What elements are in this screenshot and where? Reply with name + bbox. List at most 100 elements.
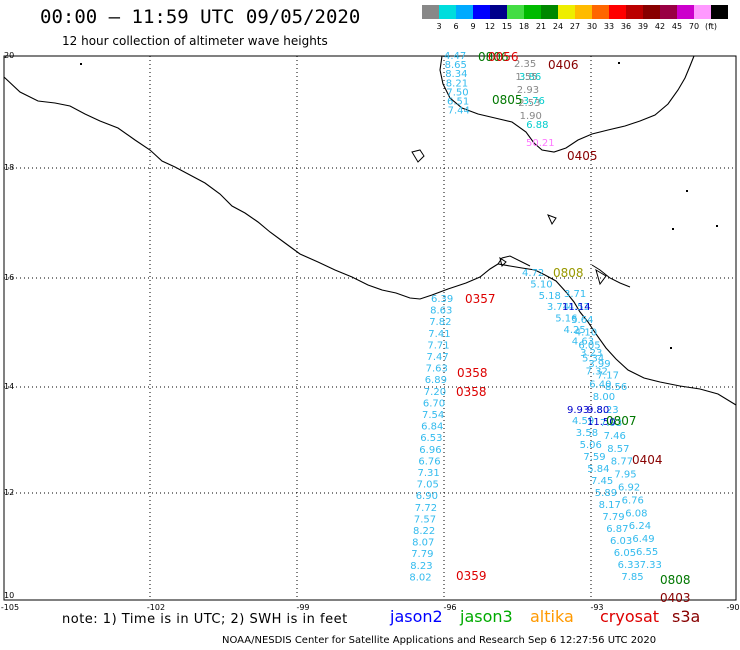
island	[547, 214, 557, 226]
map-subtitle: 12 hour collection of altimeter wave hei…	[62, 34, 328, 48]
wave-height-value: 6.24	[629, 521, 651, 532]
axis-labels: 20 18 16 14 12 10 -105 -102 -99 -96 -93 -90	[1, 51, 740, 612]
legend-altika: altika	[530, 607, 574, 626]
wave-height-value: 6.33	[618, 560, 640, 571]
wave-height-value: 5.84	[587, 464, 609, 475]
wave-height-value: 7.44	[448, 106, 470, 117]
colorbar-tick-label: 9	[470, 22, 476, 31]
colorbar-swatch	[677, 5, 694, 19]
colorbar-tick-label: 30	[586, 22, 598, 31]
lon-label: -96	[443, 603, 456, 612]
lat-label: 20	[4, 51, 14, 60]
speck	[670, 347, 672, 349]
speck	[80, 63, 82, 65]
wave-height-value: 7.93	[600, 418, 622, 429]
lat-label: 16	[4, 273, 14, 282]
colorbar-tick-label: 36	[620, 22, 632, 31]
wave-height-value: 5.64	[571, 315, 593, 326]
wave-height-value: 6.05	[614, 548, 636, 559]
wave-height-value: 8.23	[596, 405, 618, 416]
wave-height-value: 8.57	[607, 444, 629, 455]
wave-height-value: 3.74	[547, 302, 569, 313]
wave-height-value: 5.18	[539, 291, 561, 302]
legend-s3a: s3a	[672, 607, 701, 626]
wave-height-value: 8.07	[412, 538, 434, 549]
wave-height-value: 4.10	[575, 328, 597, 339]
wave-height-value: 4.25	[564, 325, 586, 336]
wave-height-value: 6.05	[578, 341, 600, 352]
colorbar-tick-label: 39	[637, 22, 649, 31]
colorbar-swatch	[490, 5, 507, 19]
colorbar-swatch	[507, 5, 524, 19]
wave-height-value: 8.65	[445, 60, 467, 71]
pass-time-label: 0359	[456, 569, 487, 583]
colorbar-swatch	[660, 5, 677, 19]
island	[411, 149, 425, 163]
wave-height-value: 6.40	[589, 379, 611, 390]
wave-height-value: 4.63	[572, 336, 594, 347]
pass-time-label: 0403	[660, 591, 691, 605]
wave-height-value: 7.50	[446, 87, 468, 98]
wave-height-value: 4.47	[444, 51, 466, 62]
pass-time-label: 0808	[553, 266, 584, 280]
wave-height-value: 7.31	[418, 468, 440, 479]
wave-height-value: 7.79	[411, 549, 433, 560]
wave-height-value: 6.08	[625, 508, 647, 519]
colorbar-swatch	[456, 5, 473, 19]
colorbar-tick-label: 70	[688, 22, 700, 31]
wave-height-value: 3.23	[580, 348, 602, 359]
wave-height-value: 6.87	[606, 524, 628, 535]
wave-height-value: 8.02	[409, 572, 431, 583]
islands	[411, 149, 607, 286]
colorbar-tick-label: 42	[654, 22, 666, 31]
colorbar-tick-label: 21	[535, 22, 547, 31]
colorbar-tick-label: 33	[603, 22, 615, 31]
colorbar-swatch	[558, 5, 575, 19]
lat-label: 12	[4, 488, 14, 497]
pass-time-label: 0807	[606, 414, 637, 428]
wave-height-value: 7.59	[583, 452, 605, 463]
colorbar-swatch	[422, 5, 439, 19]
wave-height-value: 9.80	[587, 405, 609, 416]
map-title: 00:00 – 11:59 UTC 09/05/2020	[40, 6, 361, 28]
footer-credit: NOAA/NESDIS Center for Satellite Applica…	[222, 635, 657, 646]
map-frame	[3, 55, 737, 601]
wave-height-value: 6.96	[419, 445, 441, 456]
colorbar-tick-label: (ft)	[704, 22, 718, 31]
wave-height-value: 7.17	[597, 371, 619, 382]
coastline-gulf	[439, 55, 695, 153]
wave-height-value: 7.32	[586, 366, 608, 377]
wave-height-colorbar	[422, 5, 728, 19]
pass-time-label: 0056	[488, 50, 519, 64]
lat-label: 10	[4, 591, 14, 600]
wave-height-value: 6.70	[423, 398, 445, 409]
wave-height-value: 5.34	[582, 354, 604, 365]
colorbar-swatch	[694, 5, 711, 19]
wave-height-value: 6.76	[418, 456, 440, 467]
pass-time-label: 0406	[548, 58, 579, 72]
wave-height-value: 11.14	[562, 302, 591, 313]
legend-jason3: jason3	[460, 607, 513, 626]
lon-label: -99	[296, 603, 309, 612]
colorbar-tick-label: 24	[552, 22, 564, 31]
speck	[618, 62, 620, 64]
speck	[716, 225, 718, 227]
colorbar-tick-label: 27	[569, 22, 581, 31]
speck	[672, 228, 674, 230]
wave-height-value: 6.49	[632, 534, 654, 545]
wave-height-value: 6.92	[618, 483, 640, 494]
wave-height-value: 5.10	[530, 279, 552, 290]
colorbar-swatch	[473, 5, 490, 19]
colorbar-tick-label: 6	[453, 22, 459, 31]
wave-height-value: 6.03	[610, 536, 632, 547]
wave-height-value: 3.58	[576, 428, 598, 439]
wave-height-value: 6.84	[421, 422, 443, 433]
graticule-grid	[4, 56, 736, 600]
pass-labels: 0806 0406 0405 0805 0808 0357 0358 0358 0807 0404…	[456, 50, 691, 605]
colorbar-swatch	[524, 5, 541, 19]
colorbar-swatch	[626, 5, 643, 19]
pass-time-label: 0357	[465, 292, 496, 306]
wave-height-value: 8.77	[611, 457, 633, 468]
colorbar-swatch	[643, 5, 660, 19]
